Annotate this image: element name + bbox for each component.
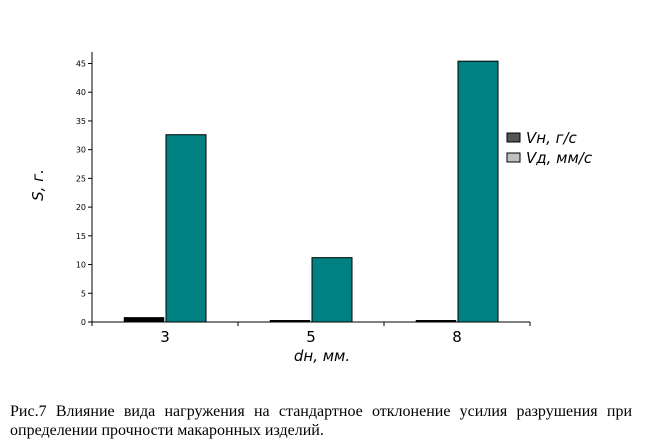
legend-label-vd: Vд, мм/с — [526, 149, 593, 167]
chart-legend: Vн, г/с Vд, мм/с — [506, 129, 593, 167]
y-tick-label: 35 — [76, 117, 86, 126]
bar-vn-8 — [415, 320, 457, 323]
y-tick-label: 10 — [76, 261, 86, 270]
figure-caption: Рис.7 Влияние вида нагружения на стандар… — [10, 403, 632, 439]
bar-vd-5 — [311, 257, 353, 323]
y-tick-label: 30 — [76, 146, 86, 155]
y-axis-title: S, г. — [29, 169, 47, 201]
y-tick-label: 5 — [81, 289, 86, 298]
y-tick-label: 0 — [81, 318, 86, 327]
legend-swatch-vn — [506, 132, 521, 143]
y-tick-label: 25 — [76, 174, 86, 183]
y-tick-label: 45 — [76, 59, 86, 68]
legend-label-vn: Vн, г/с — [526, 129, 578, 147]
y-tick-label: 20 — [76, 203, 86, 212]
bar-vd-3 — [165, 134, 207, 323]
bar-vd-8 — [457, 60, 499, 323]
y-tick-label: 40 — [76, 88, 86, 97]
x-category-label: 8 — [452, 328, 462, 346]
chart-axes — [91, 52, 530, 323]
legend-swatch-vd — [506, 152, 521, 163]
y-tick-label: 15 — [76, 232, 86, 241]
chart-bars — [123, 60, 499, 323]
x-category-label: 3 — [160, 328, 170, 346]
x-category-label: 5 — [306, 328, 316, 346]
bar-vn-3 — [123, 317, 165, 323]
x-axis-title: dн, мм. — [294, 347, 350, 365]
bar-vn-5 — [269, 320, 311, 323]
